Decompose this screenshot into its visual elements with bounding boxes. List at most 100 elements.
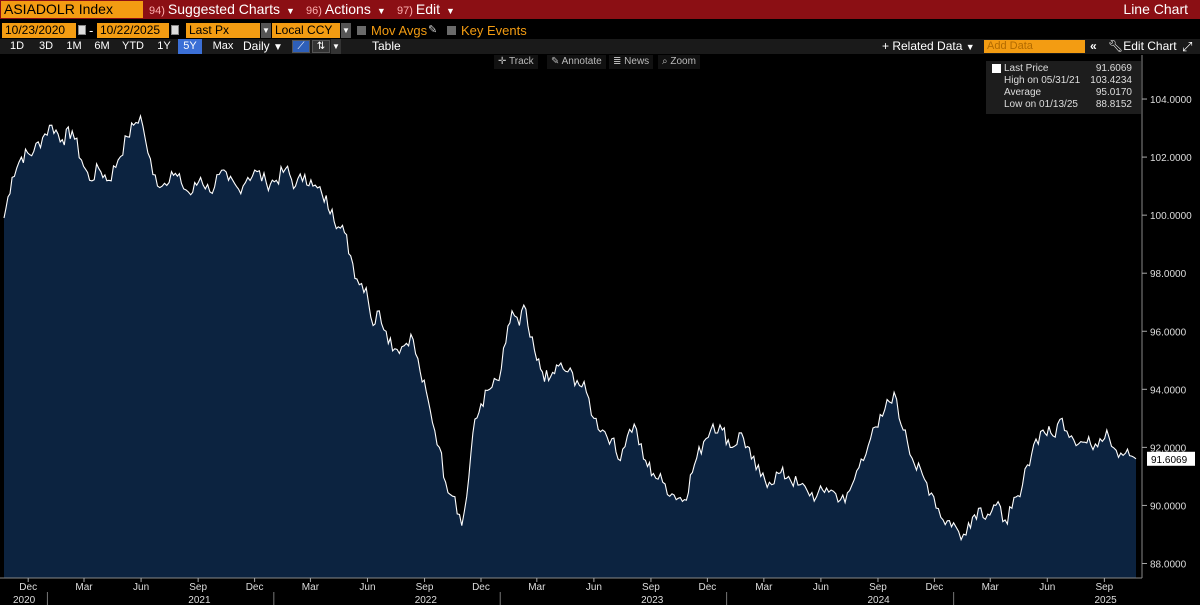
y-tick-label: 96.0000 [1150, 327, 1187, 338]
x-tick-label: Dec [246, 582, 264, 593]
chevron-down-icon: ▼ [285, 6, 295, 16]
period-button-1y[interactable]: 1Y [157, 40, 171, 52]
annotate-icon: ✎ [551, 56, 560, 67]
x-tick-label: Jun [1039, 582, 1055, 593]
end-date-field[interactable]: 10/22/2025 [97, 23, 169, 38]
y-tick-label: 104.0000 [1150, 95, 1192, 106]
frequency-label: Daily [243, 39, 270, 53]
legend-avg: Average 95.0170 [992, 87, 1136, 99]
year-label: 2020 [13, 595, 36, 605]
year-label: 2021 [188, 595, 211, 605]
x-tick-label: Mar [755, 582, 773, 593]
price-area [4, 115, 1136, 579]
legend-avg-value: 95.0170 [1095, 87, 1132, 98]
chevron-down-icon[interactable]: ▼ [261, 23, 271, 38]
wrench-icon: 🔧︎ [1108, 39, 1124, 53]
chevron-down-icon: ▼ [273, 42, 283, 53]
calendar-icon[interactable] [78, 25, 86, 35]
track-label: Track [509, 56, 534, 67]
pencil-icon[interactable]: ✎ [428, 24, 438, 36]
chevron-down-icon: ▼ [965, 42, 975, 52]
y-tick-label: 102.0000 [1150, 153, 1192, 164]
x-tick-label: Mar [75, 582, 93, 593]
legend-last: Last Price 91.6069 [992, 63, 1136, 75]
add-data-input[interactable]: Add Data [984, 40, 1085, 53]
suggested-charts-menu[interactable]: 94) Suggested Charts ▼ [149, 0, 295, 19]
legend-high-label: High on 05/31/21 [1004, 75, 1081, 86]
frequency-dropdown[interactable]: Daily ▼ [243, 39, 283, 54]
legend-last-label: Last Price [1004, 63, 1049, 74]
legend-low-value: 88.8152 [1095, 99, 1132, 110]
y-tick-label: 94.0000 [1150, 385, 1187, 396]
annotate-tool[interactable]: ✎ Annotate [547, 55, 606, 69]
legend-low-label: Low on 01/13/25 [1004, 99, 1078, 110]
calendar-icon[interactable] [171, 25, 179, 35]
track-tool[interactable]: ✛ Track [494, 55, 538, 69]
crosshair-icon: ✛ [498, 56, 507, 67]
collapse-icon[interactable]: « [1090, 39, 1097, 53]
year-label: 2022 [415, 595, 438, 605]
zoom-tool[interactable]: ⌕ Zoom [658, 55, 700, 69]
actions-menu[interactable]: 96) Actions ▼ [306, 0, 386, 19]
period-button-ytd[interactable]: YTD [122, 40, 144, 52]
x-tick-label: Jun [813, 582, 829, 593]
mov-avgs-label[interactable]: Mov Avgs [371, 23, 428, 38]
period-button-3d[interactable]: 3D [38, 40, 54, 52]
period-button-1d[interactable]: 1D [9, 40, 25, 52]
y-tick-label: 92.0000 [1150, 443, 1187, 454]
top-toolbar [0, 0, 1200, 19]
x-tick-label: Mar [982, 582, 1000, 593]
ticker-field[interactable]: ASIADOLR Index [1, 1, 143, 18]
mov-avgs-checkbox[interactable] [357, 26, 366, 35]
chevron-down-icon[interactable]: ▼ [331, 39, 341, 54]
table-button[interactable]: Table [372, 39, 401, 53]
x-tick-label: Sep [1095, 582, 1113, 593]
line-chart-icon[interactable]: ⟋ [292, 40, 310, 53]
edit-num: 97) [397, 5, 413, 17]
legend-high: High on 05/31/21 103.4234 [992, 75, 1136, 87]
actions-num: 96) [306, 5, 322, 17]
x-tick-label: Sep [416, 582, 434, 593]
x-tick-label: Jun [133, 582, 149, 593]
x-tick-label: Sep [642, 582, 660, 593]
key-events-label[interactable]: Key Events [461, 23, 527, 38]
period-button-5y[interactable]: 5Y [178, 39, 202, 54]
y-tick-label: 88.0000 [1150, 559, 1187, 570]
x-tick-label: Dec [19, 582, 37, 593]
year-label: 2023 [641, 595, 664, 605]
period-button-max[interactable]: Max [212, 40, 234, 52]
last-price-tag-label: 91.6069 [1151, 455, 1188, 466]
key-events-checkbox[interactable] [447, 26, 456, 35]
related-data-button[interactable]: + Related Data ▼ [882, 39, 975, 54]
chevron-down-icon: ▼ [376, 6, 386, 16]
news-tool[interactable]: ≣ News [609, 55, 654, 69]
zoom-label: Zoom [670, 56, 696, 67]
x-tick-label: Sep [189, 582, 207, 593]
edit-menu[interactable]: 97) Edit ▼ [397, 0, 455, 19]
period-button-6m[interactable]: 6M [94, 40, 110, 52]
edit-chart-label: Edit Chart [1123, 39, 1177, 53]
news-label: News [624, 56, 650, 67]
x-tick-label: Jun [586, 582, 602, 593]
suggested-num: 94) [149, 5, 165, 17]
year-label: 2024 [867, 595, 890, 605]
legend-swatch [992, 64, 1001, 73]
x-tick-label: Sep [869, 582, 887, 593]
price-line [3, 113, 1137, 542]
x-tick-label: Dec [472, 582, 490, 593]
edit-chart-button[interactable]: 🔧︎Edit Chart [1108, 39, 1177, 54]
period-button-1m[interactable]: 1M [66, 40, 82, 52]
x-tick-label: Mar [302, 582, 320, 593]
chevron-down-icon: ▼ [446, 6, 455, 16]
legend-high-value: 103.4234 [1090, 75, 1132, 86]
field-selector[interactable]: Last Px [186, 23, 260, 38]
y-tick-label: 90.0000 [1150, 501, 1187, 512]
chevron-down-icon[interactable]: ▼ [341, 23, 351, 38]
expand-icon[interactable]: ⤢ [1182, 39, 1193, 54]
start-date-field[interactable]: 10/23/2020 [2, 23, 76, 38]
actions-label: Actions [324, 1, 371, 17]
chart-type-icon[interactable]: ⇅ [312, 40, 330, 53]
currency-selector[interactable]: Local CCY [272, 23, 340, 38]
x-tick-label: Jun [359, 582, 375, 593]
